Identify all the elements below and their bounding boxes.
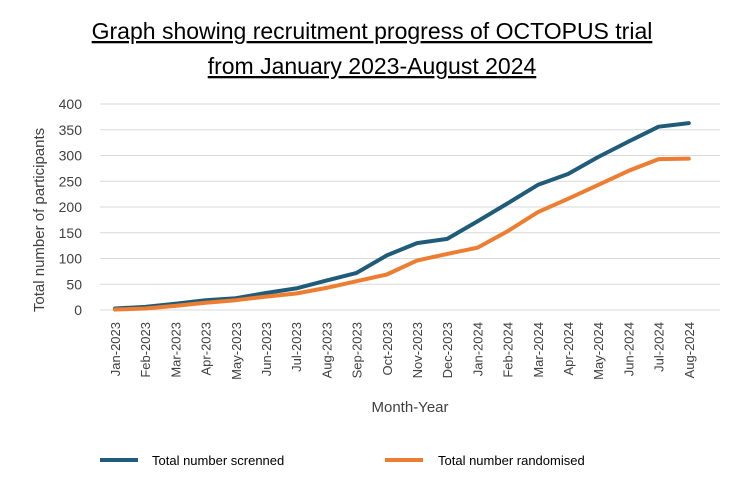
x-tick-label: Jul-2024	[652, 322, 667, 372]
y-tick-label: 100	[59, 251, 83, 267]
series-lines	[113, 121, 691, 312]
x-tick-label: Jan-2024	[470, 322, 485, 376]
x-tick-label: Oct-2023	[380, 322, 395, 375]
legend-label-randomised: Total number randomised	[438, 453, 585, 468]
y-tick-label: 350	[59, 122, 83, 138]
x-tick-label: May-2024	[591, 322, 606, 380]
chart-title-line-1: Graph showing recruitment progress of OC…	[92, 18, 653, 44]
y-tick-label: 150	[59, 225, 83, 241]
x-tick-label: Jul-2023	[289, 322, 304, 372]
y-tick-label: 0	[74, 302, 82, 318]
grid-lines	[100, 103, 720, 311]
x-tick-label: Feb-2024	[501, 322, 516, 378]
legend-label-screened: Total number screnned	[152, 453, 284, 468]
x-axis-title: Month-Year	[372, 399, 449, 416]
x-tick-label: Aug-2024	[682, 322, 697, 378]
series-line-0	[113, 121, 691, 311]
y-axis-title: Total number of participants	[31, 128, 48, 312]
x-tick-label: Mar-2023	[168, 322, 183, 378]
y-tick-label: 50	[66, 276, 82, 292]
y-tick-label: 400	[59, 96, 83, 112]
y-tick-label: 250	[59, 173, 83, 189]
y-tick-label: 200	[59, 199, 83, 215]
chart-title-line-2: from January 2023-August 2024	[208, 53, 537, 79]
x-tick-label: Jun-2024	[621, 322, 636, 376]
x-tick-label: Dec-2023	[440, 322, 455, 378]
y-tick-label: 300	[59, 148, 83, 164]
x-axis-ticks: Jan-2023 Feb-2023 Mar-2023 Apr-2023 May-2023…	[108, 322, 697, 380]
x-tick-label: Nov-2023	[410, 322, 425, 378]
x-tick-label: Apr-2024	[561, 322, 576, 375]
series-line-1	[113, 156, 691, 312]
y-axis-ticks: 0 50 100 150 200 250 300 350 400	[59, 96, 83, 318]
x-tick-label: Apr-2023	[199, 322, 214, 375]
x-tick-label: May-2023	[229, 322, 244, 380]
legend: Total number screnned Total number rando…	[100, 453, 585, 468]
x-tick-label: Jan-2023	[108, 322, 123, 376]
x-tick-label: Feb-2023	[138, 322, 153, 378]
x-tick-label: Aug-2023	[319, 322, 334, 378]
x-tick-label: Mar-2024	[531, 322, 546, 378]
x-tick-label: Jun-2023	[259, 322, 274, 376]
x-tick-label: Sep-2023	[350, 322, 365, 378]
